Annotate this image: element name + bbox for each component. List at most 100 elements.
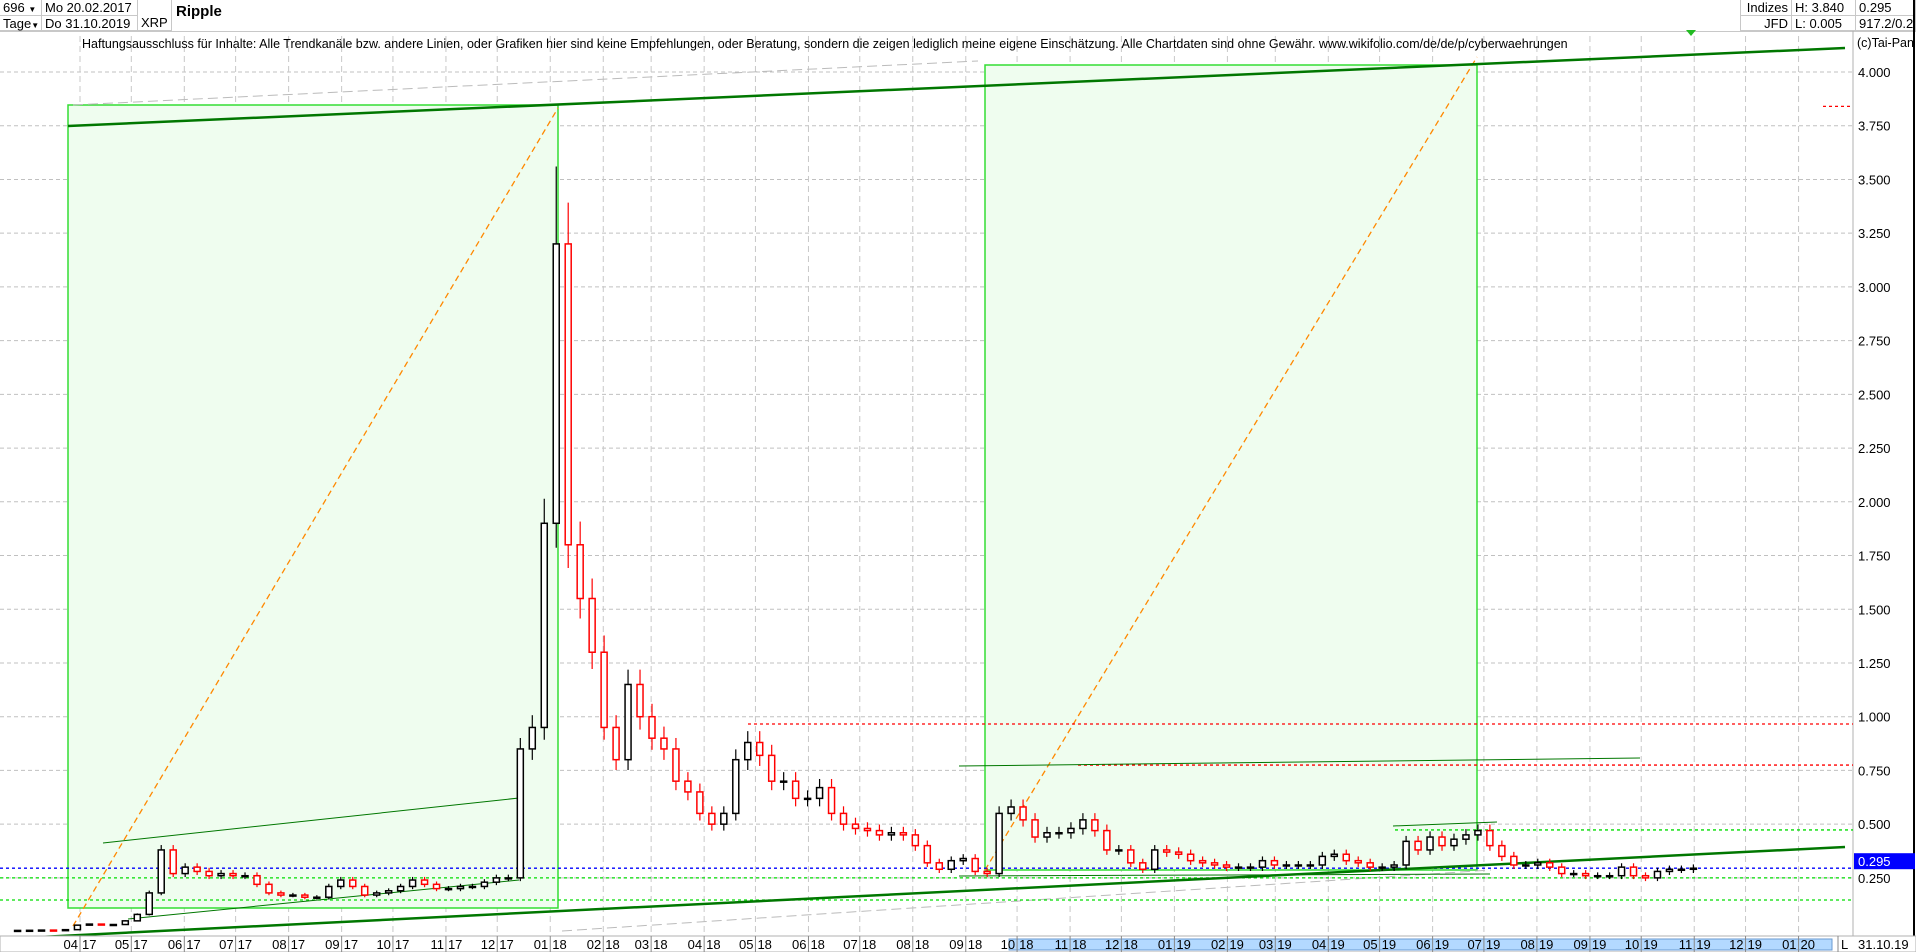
candle-body xyxy=(372,892,381,896)
bar-count-select[interactable]: 696 ▼ xyxy=(0,0,42,16)
candle-body xyxy=(552,243,560,525)
candle xyxy=(1534,858,1542,869)
candle xyxy=(1019,799,1027,827)
candle xyxy=(444,886,453,892)
candle-body xyxy=(121,920,130,926)
candle-body xyxy=(73,924,82,931)
candle xyxy=(827,778,836,821)
candle-body xyxy=(1067,827,1075,834)
visible-range-selector[interactable] xyxy=(1008,938,1833,951)
candle xyxy=(624,669,632,770)
candle-body xyxy=(528,726,537,750)
candle xyxy=(648,703,656,750)
candle-body xyxy=(1450,838,1458,847)
x-tick-label: 17 xyxy=(133,937,147,952)
candle xyxy=(767,744,776,791)
x-tick-label: 06 xyxy=(1416,937,1430,952)
x-tick-label: 19 xyxy=(1330,937,1344,952)
end-date[interactable]: Do 31.10.2019 xyxy=(42,16,138,31)
candle-body xyxy=(193,866,201,873)
candle xyxy=(121,920,130,926)
chevron-down-icon: ▼ xyxy=(28,5,37,14)
x-tick-label: 18 xyxy=(1019,937,1033,952)
candle-body xyxy=(1318,855,1327,866)
candle xyxy=(1462,829,1470,845)
x-tick-label: 18 xyxy=(706,937,720,952)
candle-body xyxy=(348,879,357,888)
candle xyxy=(205,867,213,880)
y-tick-label: 1.750 xyxy=(1858,549,1891,564)
candle-body xyxy=(289,894,297,897)
y-tick-label: 1.500 xyxy=(1858,602,1891,617)
candle xyxy=(37,929,46,932)
candle-body xyxy=(241,874,249,878)
candle xyxy=(1055,826,1063,839)
x-tick-label: 18 xyxy=(1123,937,1137,952)
candle xyxy=(660,726,668,760)
chart-title: Ripple xyxy=(176,3,222,20)
candle-body xyxy=(935,862,944,871)
candle-body xyxy=(672,748,680,782)
candle xyxy=(109,923,118,927)
y-tick-label: 1.250 xyxy=(1858,656,1891,671)
candle xyxy=(145,890,154,916)
candle xyxy=(708,806,716,831)
candle xyxy=(588,578,596,669)
x-tick-label: 10 xyxy=(1625,937,1639,952)
x-tick-label: 19 xyxy=(1539,937,1553,952)
x-tick-label: 19 xyxy=(1748,937,1762,952)
candle xyxy=(169,845,177,878)
y-tick-label: 0.500 xyxy=(1858,817,1891,832)
candle xyxy=(1091,813,1099,837)
start-date[interactable]: Mo 20.02.2017 xyxy=(42,0,138,16)
candle xyxy=(420,876,429,888)
candle xyxy=(1139,858,1147,874)
candle xyxy=(1486,824,1494,851)
candle xyxy=(1689,864,1698,874)
candle xyxy=(839,806,848,831)
candle xyxy=(1593,872,1602,880)
x-tick-label: 12 xyxy=(481,937,495,952)
candle-body xyxy=(1031,819,1039,838)
candle xyxy=(815,778,824,807)
x-tick-label: 18 xyxy=(968,937,982,952)
candle xyxy=(1186,849,1195,865)
candle xyxy=(1210,858,1219,869)
candle xyxy=(61,928,70,932)
candle xyxy=(672,737,680,791)
candle-body xyxy=(13,929,22,933)
candle xyxy=(1162,845,1171,857)
trend-line-lower xyxy=(39,845,1846,939)
candle xyxy=(1222,860,1231,871)
x-tick-label: 10 xyxy=(1001,937,1015,952)
candle-body xyxy=(696,791,704,815)
x-tick-label: 09 xyxy=(1573,937,1587,952)
candle-body xyxy=(456,885,465,890)
candle-body xyxy=(1234,866,1243,869)
x-tick-label: 19 xyxy=(1176,937,1190,952)
candle-body xyxy=(1210,862,1219,866)
x-tick-label: 02 xyxy=(1211,937,1225,952)
candle-body xyxy=(600,651,608,729)
candle xyxy=(959,854,967,865)
x-tick-label: 05 xyxy=(739,937,753,952)
candle xyxy=(803,790,812,807)
x-tick-label: 01 xyxy=(534,937,548,952)
candle xyxy=(456,883,465,892)
period-select[interactable]: Tage▼ xyxy=(0,16,42,31)
x-tick-label: 18 xyxy=(653,937,667,952)
candle-body xyxy=(624,683,632,761)
log-scale-toggle[interactable]: L xyxy=(1841,937,1848,952)
candle-body xyxy=(157,849,165,894)
candle-body xyxy=(85,923,94,926)
candle-body xyxy=(1055,831,1063,835)
candle-body xyxy=(1605,874,1614,878)
candle xyxy=(1258,856,1267,871)
candle-body xyxy=(1270,859,1279,866)
candle-body xyxy=(1091,819,1099,832)
candle xyxy=(25,929,34,933)
x-tick-label: 19 xyxy=(1435,937,1449,952)
candle xyxy=(1426,831,1434,855)
x-tick-label: 20 xyxy=(1801,937,1815,952)
